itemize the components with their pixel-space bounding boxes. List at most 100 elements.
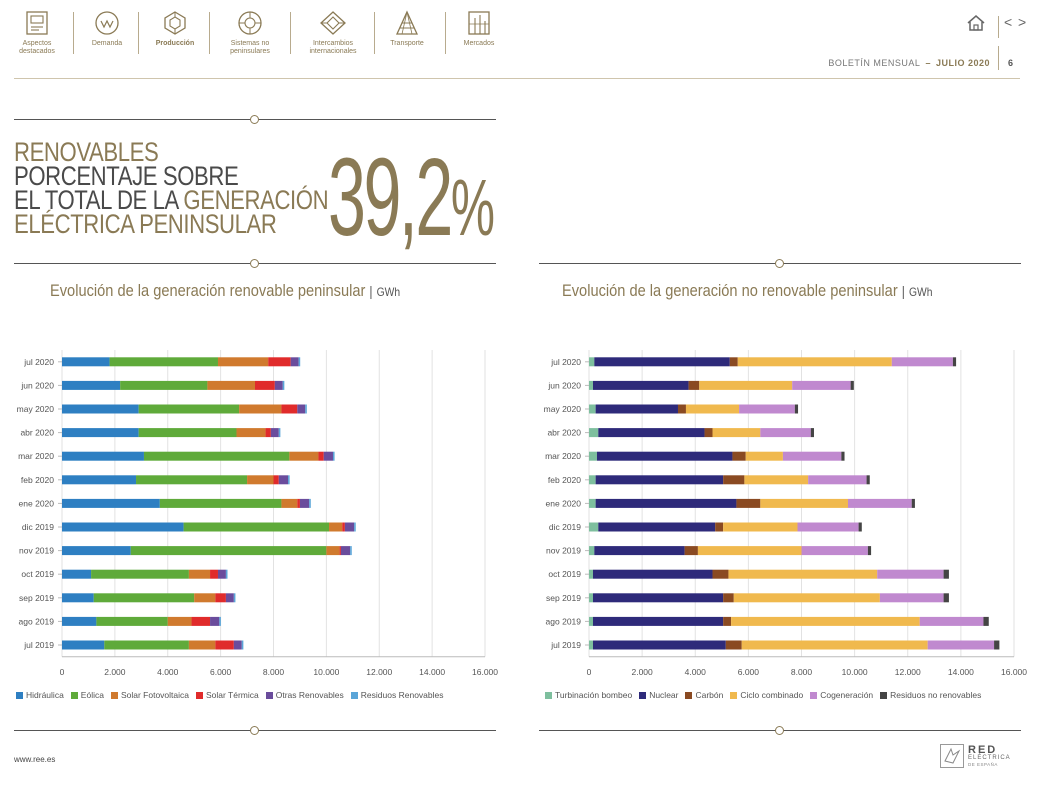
bar-segment	[596, 451, 733, 461]
bar-segment	[589, 593, 593, 603]
y-tick-label: nov 2019	[546, 546, 581, 556]
legend-label: Eólica	[80, 690, 104, 700]
legend-label: Ciclo combinado	[740, 690, 804, 700]
chart-title-text: Evolución de la generación renovable pen…	[50, 281, 366, 300]
y-tick-label: feb 2020	[548, 475, 581, 485]
bar-segment	[62, 451, 144, 461]
nav-divider	[209, 12, 210, 54]
bar-segment	[983, 616, 989, 626]
bar-segment	[270, 428, 279, 438]
legend-item: Residuos no renovables	[880, 690, 981, 700]
bar-segment	[217, 569, 226, 579]
bar-segment	[745, 451, 783, 461]
y-tick-label: oct 2019	[548, 569, 581, 579]
y-tick-label: feb 2020	[21, 475, 54, 485]
bar-segment	[688, 380, 700, 390]
nav-item-produccion[interactable]: Producción	[151, 10, 199, 48]
legend-item: Residuos Renovables	[350, 690, 444, 700]
nonrenewable-legend: Turbinación bombeo Nuclear Carbón Ciclo com…	[545, 690, 988, 700]
nav-item-mercados[interactable]: Mercados	[456, 10, 502, 48]
bar-segment	[299, 498, 310, 508]
y-tick-label: jul 2020	[23, 357, 54, 367]
home-icon[interactable]	[966, 14, 986, 37]
legend-label: Hidráulica	[26, 690, 64, 700]
bar-segment	[810, 428, 814, 438]
renewable-generation-chart: 0 2.000 4.000 6.000 8.000 10.000 12.000 14.000 1…	[17, 350, 498, 677]
bar-segment	[354, 522, 356, 532]
bar-segment	[729, 357, 738, 367]
footer-url[interactable]: www.ree.es	[14, 755, 56, 764]
bar-segment	[297, 404, 306, 414]
nav-label: Demanda	[91, 40, 123, 47]
y-tick-label: jun 2020	[20, 380, 54, 390]
bar-segment	[760, 428, 811, 438]
bar-segment	[215, 593, 226, 603]
bar-segment	[339, 546, 341, 556]
y-tick-label: ene 2020	[546, 498, 582, 508]
demand-icon	[95, 11, 119, 35]
bar-segment	[927, 640, 995, 650]
bar-segment	[62, 640, 105, 650]
nav-label: Transporte	[390, 40, 424, 47]
nav-item-demanda[interactable]: Demanda	[84, 10, 130, 48]
logo-text: RED	[968, 744, 998, 756]
logo-subtext: ELÉCTRICA	[968, 755, 1011, 761]
x-tick-label: 8.000	[263, 667, 285, 677]
bar-segment	[858, 522, 862, 532]
bar-segment	[62, 616, 97, 626]
legend-item: Otras Renovables	[265, 690, 344, 700]
bar-segment	[104, 640, 189, 650]
legend-label: Residuos Renovables	[360, 690, 444, 700]
y-tick-label: dic 2019	[549, 522, 581, 532]
legend-label: Solar Térmica	[206, 690, 259, 700]
bar-segment	[801, 546, 868, 556]
nav-item-sistemas-no-peninsulares[interactable]: Sistemas no peninsulares	[222, 10, 278, 56]
legend-label: Cogeneración	[820, 690, 874, 700]
prev-page-icon[interactable]: <	[1004, 14, 1013, 30]
chart-unit: GWh	[908, 285, 933, 299]
bar-segment	[62, 569, 92, 579]
bar-segment	[62, 546, 131, 556]
chart-title-text: Evolución de la generación no renovable …	[562, 281, 898, 300]
bar-segment	[723, 616, 732, 626]
nav-label: Intercambios internacionales	[309, 40, 357, 55]
y-tick-label: jul 2020	[550, 357, 581, 367]
bar-segment	[723, 475, 745, 485]
bar-segment	[281, 498, 298, 508]
legend-item: Solar Fotovoltaica	[110, 690, 189, 700]
bar-segment	[138, 404, 240, 414]
bar-segment	[589, 357, 595, 367]
bar-segment	[592, 616, 724, 626]
bar-segment	[723, 593, 734, 603]
y-tick-label: jun 2020	[547, 380, 581, 390]
ree-logo: RED ELÉCTRICA DE ESPAÑA	[940, 744, 1020, 770]
headline-line-2: PORCENTAJE SOBRE	[14, 161, 239, 191]
nav-item-transporte[interactable]: Transporte	[384, 10, 430, 48]
nav-item-intercambios-internacionales[interactable]: Intercambios internacionales	[303, 10, 363, 56]
bar-segment	[207, 380, 255, 390]
y-tick-label: sep 2019	[546, 593, 581, 603]
bar-segment	[589, 451, 597, 461]
x-tick-label: 8.000	[791, 667, 813, 677]
chart-unit: GWh	[376, 285, 401, 299]
next-page-icon[interactable]: >	[1018, 14, 1027, 30]
y-tick-label: ago 2019	[546, 616, 582, 626]
bar-segment	[241, 640, 244, 650]
y-tick-label: dic 2019	[22, 522, 54, 532]
nav-item-aspectos-destacados[interactable]: Aspectos destacados	[14, 10, 60, 56]
bar-segment	[215, 640, 234, 650]
divider-knot	[775, 259, 784, 268]
bar-segment	[340, 546, 351, 556]
production-icon	[164, 11, 186, 35]
x-tick-label: 12.000	[895, 667, 921, 677]
page-number: 6	[1008, 58, 1014, 68]
x-tick-label: 2.000	[631, 667, 653, 677]
chart-title-renewable: Evolución de la generación renovable pen…	[50, 281, 400, 301]
bar-segment	[592, 380, 689, 390]
bar-segment	[879, 593, 944, 603]
bar-segment	[143, 451, 290, 461]
nav-label: Producción	[155, 40, 195, 47]
bar-segment	[290, 357, 299, 367]
bar-segment	[797, 522, 859, 532]
x-tick-label: 14.000	[419, 667, 445, 677]
